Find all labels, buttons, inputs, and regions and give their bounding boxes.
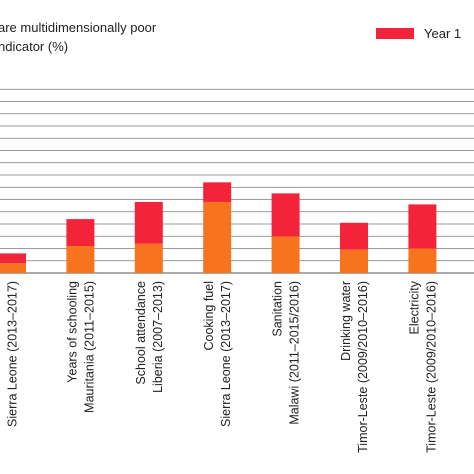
- bar-segment-year-1: [66, 219, 95, 247]
- x-tick-label: Cooking fuel Sierra Leone (2013–2017): [202, 281, 233, 427]
- bars: [0, 182, 437, 273]
- x-tick-label-line: Cooking fuel: [202, 281, 216, 351]
- x-tick-label: Drinking water Timor-Leste (2009/2010–201…: [339, 281, 370, 453]
- legend-swatch-year-1: [376, 28, 414, 39]
- x-tick-label: Electricity Timor-Leste (2009/2010–2016): [407, 280, 438, 453]
- bar-segment-base: [0, 263, 26, 273]
- x-tick-label-line: Electricity: [407, 280, 421, 334]
- x-tick-label: Sierra Leone (2013–2017): [6, 281, 20, 427]
- x-tick-label-line: Years of schooling: [65, 281, 79, 383]
- bar-segment-base: [66, 246, 95, 273]
- x-tick-label-line: Sierra Leone (2013–2017): [6, 281, 20, 427]
- bar-segment-base: [203, 201, 232, 273]
- y-axis-label-line-1: are multidimensionally poor: [0, 20, 157, 35]
- x-tick-label-line: Timor-Leste (2009/2010–2016): [424, 281, 438, 453]
- bar-segment-base: [271, 236, 300, 273]
- gridlines: [0, 88, 474, 274]
- x-tick-label-line: School attendance: [134, 281, 148, 385]
- bar-segment-base: [134, 243, 163, 273]
- x-tick-label-line: Sanitation: [271, 281, 285, 337]
- x-tick-label-line: Drinking water: [339, 281, 353, 361]
- x-tick-labels: Sierra Leone (2013–2017) Years of schooli…: [6, 280, 439, 453]
- bar-segment-base: [408, 248, 437, 273]
- x-tick-label-line: Timor-Leste (2009/2010–2016): [356, 281, 370, 453]
- x-tick-label-line: Malawi (2011–2015/2016): [288, 281, 302, 425]
- x-tick-label-line: Sierra Leone (2013–2017): [219, 281, 233, 427]
- x-tick-label: School attendance Liberia (2007–2013): [134, 281, 165, 393]
- legend: Year 1: [376, 26, 461, 41]
- bar-segment-year-1: [340, 222, 368, 250]
- legend-label-year-1: Year 1: [424, 26, 461, 41]
- x-tick-label: Years of schooling Mauritania (2011–2015): [65, 281, 96, 413]
- bar-segment-year-1: [203, 182, 232, 202]
- bar-segment-base: [340, 249, 368, 273]
- bar-segment-year-1: [408, 204, 437, 249]
- bar-segment-year-1: [271, 193, 300, 237]
- x-tick-label-line: Liberia (2007–2013): [151, 281, 165, 393]
- y-axis-label-line-2: ndicator (%): [0, 39, 68, 54]
- x-tick-label: Sanitation Malawi (2011–2015/2016): [271, 281, 302, 425]
- bar-segment-year-1: [134, 201, 163, 244]
- x-tick-label-line: Mauritania (2011–2015): [82, 281, 96, 413]
- bar-segment-year-1: [0, 253, 26, 264]
